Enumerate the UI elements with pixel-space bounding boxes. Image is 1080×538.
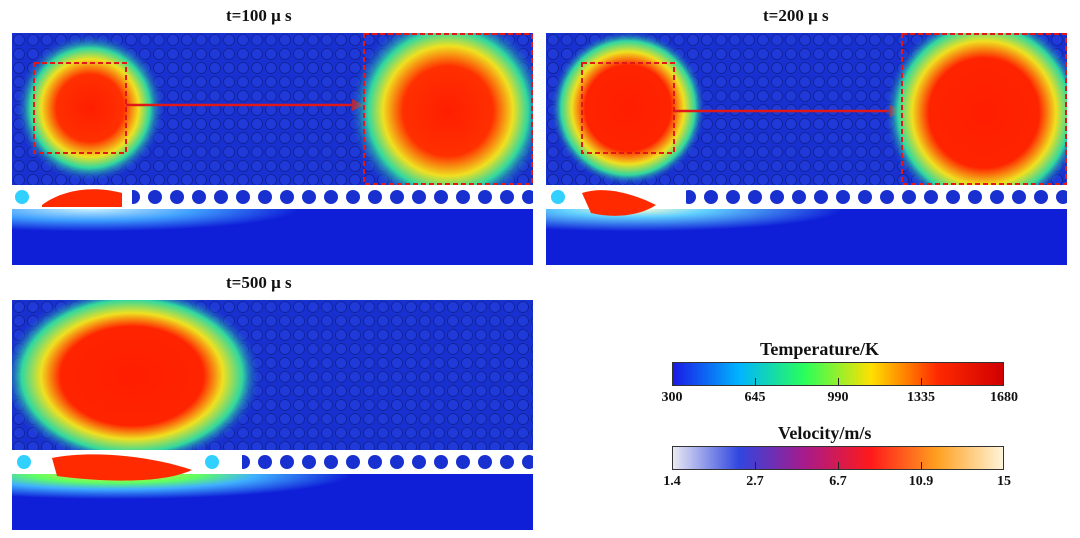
velocity-tick-mark: [838, 462, 839, 469]
velocity-tick-label: 2.7: [746, 474, 764, 489]
velocity-tick-mark: [755, 462, 756, 469]
temperature-tick-label: 1335: [907, 390, 935, 405]
velocity-tick-mark: [921, 462, 922, 469]
velocity-tick-label: 15: [997, 474, 1011, 489]
cross-section-t100: [12, 185, 533, 265]
panel-title-t100: t=100 μ s: [226, 6, 292, 25]
top-view-t200: [546, 33, 1067, 185]
temperature-tick-label: 1680: [990, 390, 1018, 405]
temperature-tick-label: 990: [827, 390, 849, 405]
temperature-tick-label: 645: [744, 390, 766, 405]
panel-title-t500: t=500 μ s: [226, 273, 292, 292]
temperature-bar-title: Temperature/K: [760, 339, 879, 359]
velocity-bar-title: Velocity/m/s: [778, 423, 872, 443]
temperature-tick-mark: [921, 378, 922, 385]
velocity-tick-label: 10.9: [908, 474, 934, 489]
cross-section-t200: [546, 185, 1067, 265]
top-view-t100: [12, 33, 533, 185]
panel-title-t200: t=200 μ s: [763, 6, 829, 25]
cross-section-t500: [12, 450, 533, 530]
temperature-tick-mark: [755, 378, 756, 385]
top-view-t500: [12, 300, 533, 450]
temperature-tick-label: 300: [661, 390, 683, 405]
velocity-tick-label: 6.7: [829, 474, 847, 489]
temperature-tick-mark: [838, 378, 839, 385]
velocity-tick-label: 1.4: [663, 474, 681, 489]
